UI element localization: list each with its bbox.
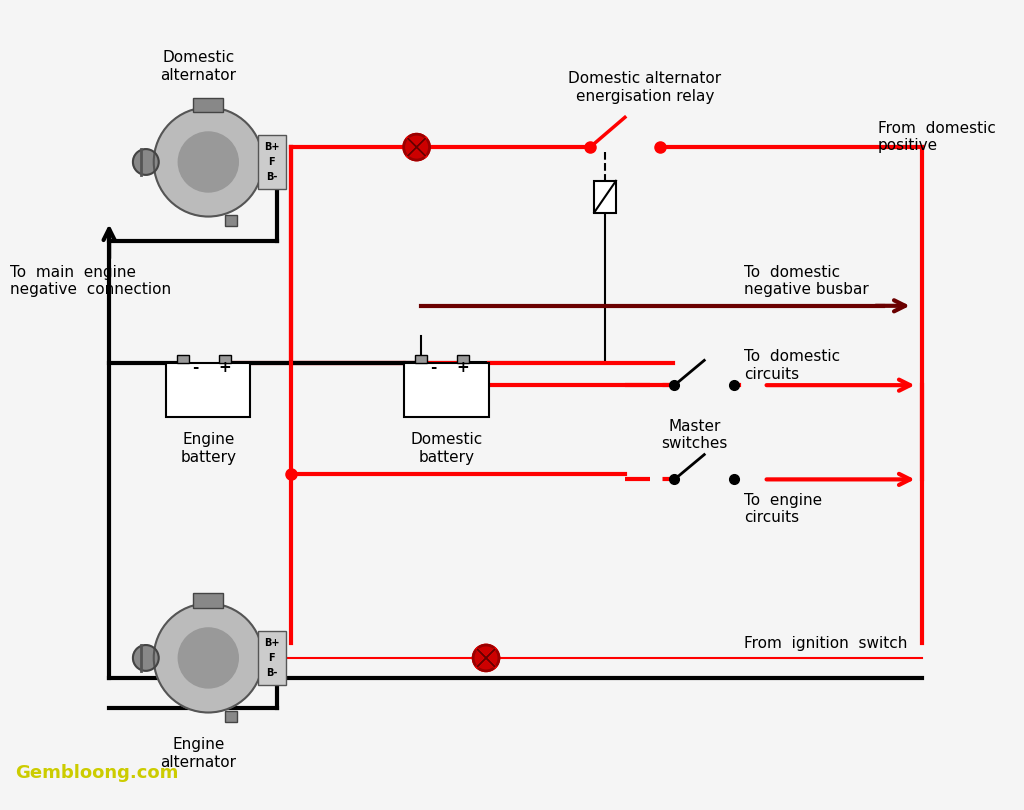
Circle shape bbox=[473, 645, 499, 671]
Bar bbox=[415, 355, 427, 363]
Text: To  main  engine
negative  connection: To main engine negative connection bbox=[10, 265, 171, 297]
Bar bbox=[219, 355, 231, 363]
Text: B+: B+ bbox=[264, 142, 280, 152]
Text: B-: B- bbox=[266, 172, 278, 182]
Text: Gembloong.com: Gembloong.com bbox=[15, 764, 178, 782]
Bar bbox=[177, 355, 189, 363]
Circle shape bbox=[154, 603, 263, 713]
Bar bbox=[404, 363, 488, 417]
Text: +: + bbox=[219, 360, 231, 375]
Circle shape bbox=[133, 149, 159, 175]
Bar bbox=[194, 97, 223, 113]
Bar bbox=[258, 134, 286, 190]
Circle shape bbox=[473, 645, 499, 671]
Bar bbox=[224, 215, 237, 227]
Text: From  domestic
positive: From domestic positive bbox=[878, 121, 995, 153]
Bar bbox=[224, 710, 237, 723]
Text: To  engine
circuits: To engine circuits bbox=[743, 493, 822, 526]
Circle shape bbox=[403, 134, 429, 160]
Circle shape bbox=[178, 628, 239, 688]
Text: -: - bbox=[193, 360, 199, 375]
Bar bbox=[458, 355, 469, 363]
Circle shape bbox=[403, 134, 429, 160]
Bar bbox=[166, 363, 251, 417]
Text: B-: B- bbox=[266, 667, 278, 678]
Text: To  domestic
circuits: To domestic circuits bbox=[743, 349, 840, 382]
Bar bbox=[594, 181, 616, 212]
Text: F: F bbox=[268, 653, 275, 663]
Text: -: - bbox=[430, 360, 437, 375]
Text: B+: B+ bbox=[264, 638, 280, 648]
Text: Domestic
alternator: Domestic alternator bbox=[161, 50, 237, 83]
Text: To  domestic
negative busbar: To domestic negative busbar bbox=[743, 265, 868, 297]
Circle shape bbox=[133, 645, 159, 671]
Text: Engine
alternator: Engine alternator bbox=[161, 737, 237, 770]
Bar bbox=[194, 594, 223, 608]
Text: Domestic alternator
energisation relay: Domestic alternator energisation relay bbox=[568, 71, 721, 104]
Text: Engine
battery: Engine battery bbox=[180, 433, 237, 465]
Text: Domestic
battery: Domestic battery bbox=[411, 433, 482, 465]
Bar bbox=[258, 631, 286, 685]
Text: +: + bbox=[457, 360, 470, 375]
Text: Master
switches: Master switches bbox=[662, 419, 727, 451]
Circle shape bbox=[178, 132, 239, 192]
Text: F: F bbox=[268, 157, 275, 167]
Text: From  ignition  switch: From ignition switch bbox=[743, 636, 907, 650]
Circle shape bbox=[154, 108, 263, 216]
